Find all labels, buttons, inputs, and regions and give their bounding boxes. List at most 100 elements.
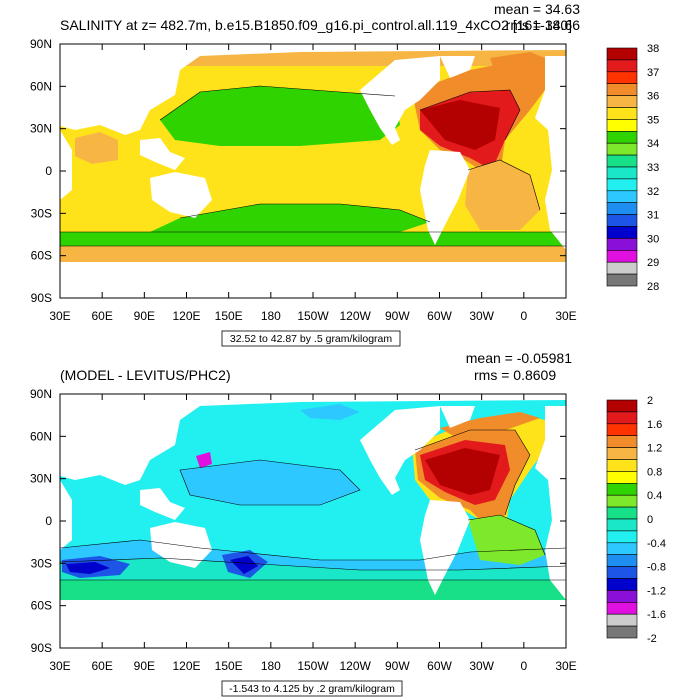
x-tick-label: 90W [385, 309, 410, 323]
colorbar-swatch [606, 238, 638, 251]
x-tick-label: 60W [427, 309, 452, 323]
colorbar-swatch [606, 447, 638, 460]
x-tick-label: 0 [520, 659, 527, 673]
colorbar-swatch [606, 435, 638, 448]
x-tick-label: 60E [91, 309, 112, 323]
x-tick-label: 90W [385, 659, 410, 673]
panel-1-info-text: 32.52 to 42.87 by .5 gram/kilogram [230, 333, 393, 345]
colorbar-swatch [606, 601, 638, 615]
colorbar-swatch [606, 518, 638, 532]
colorbar-swatch [606, 214, 638, 227]
x-tick-label: 150E [215, 659, 243, 673]
y-tick-label: 0 [45, 164, 52, 178]
panel-1-colorbar: 38 37 36 35 34 33 32 31 30 29 28 [606, 43, 659, 293]
colorbar-swatch [606, 166, 638, 180]
colorbar-swatch [606, 47, 638, 61]
y-tick-label: 90N [30, 387, 52, 401]
colorbar-label: -1.6 [647, 609, 666, 621]
colorbar-label: -2 [647, 633, 657, 645]
colorbar-swatch [606, 190, 638, 204]
y-tick-label: 60N [30, 79, 52, 93]
colorbar-swatch [606, 423, 638, 436]
x-tick-label: 150W [297, 309, 329, 323]
x-tick-label: 180 [261, 659, 281, 673]
panel-1-y-axis: 90N 60N 30N 0 30S 60S 90S [30, 37, 566, 305]
y-tick-label: 60N [30, 429, 52, 443]
colorbar-label: 28 [647, 281, 659, 293]
colorbar-swatch [606, 471, 638, 484]
panel-2-contours [60, 429, 566, 581]
panel-2-x-axis: 30E 60E 90E 120E 150E 180 150W 120W 90W 60W 30W 0 30… [49, 394, 577, 673]
x-tick-label: 60E [91, 659, 112, 673]
colorbar-label: 30 [647, 233, 659, 245]
colorbar-swatch [606, 459, 638, 472]
colorbar-label: 35 [647, 114, 659, 126]
panel-2-y-axis: 90N 60N 30N 0 30S 60S 90S [30, 387, 566, 655]
y-tick-label: 60S [31, 249, 52, 263]
x-tick-label: 90E [134, 659, 155, 673]
colorbar-swatch [606, 154, 638, 168]
y-tick-label: 60S [31, 599, 52, 613]
colorbar-label: 38 [647, 43, 659, 55]
panel-2-title: (MODEL - LEVITUS/PHC2) [60, 367, 231, 383]
colorbar-swatch [606, 119, 638, 132]
y-tick-label: 90N [30, 37, 52, 51]
x-tick-label: 30E [49, 659, 70, 673]
x-tick-label: 120E [172, 659, 200, 673]
colorbar-swatch [606, 71, 638, 85]
colorbar-swatch [606, 566, 638, 579]
colorbar-swatch [606, 578, 638, 591]
colorbar-swatch [606, 590, 638, 603]
colorbar-label: 31 [647, 210, 659, 222]
colorbar-swatch [606, 178, 638, 192]
panel-2: (MODEL - LEVITUS/PHC2) mean = -0.05981 r… [30, 350, 666, 697]
colorbar-swatch [606, 226, 638, 239]
colorbar-label: 0.8 [647, 466, 662, 478]
colorbar-label: 0 [647, 514, 653, 526]
colorbar-swatch [606, 83, 638, 96]
colorbar-swatch [606, 542, 638, 555]
colorbar-label: 1.6 [647, 419, 662, 431]
colorbar-swatch [606, 95, 638, 108]
colorbar-label: 2 [647, 395, 653, 407]
x-tick-label: 120W [339, 309, 371, 323]
x-tick-label: 0 [520, 309, 527, 323]
colorbar-swatch [606, 411, 638, 425]
colorbar-swatch [606, 554, 638, 567]
colorbar-label: 36 [647, 91, 659, 103]
x-tick-label: 30E [49, 309, 70, 323]
colorbar-label: 0.4 [647, 490, 662, 502]
colorbar-swatch [606, 506, 638, 520]
colorbar-label: 32 [647, 186, 659, 198]
x-tick-label: 30E [555, 659, 576, 673]
colorbar-label: 33 [647, 162, 659, 174]
x-tick-label: 150E [215, 309, 243, 323]
x-tick-label: 30W [469, 309, 494, 323]
panel-2-rms: rms = 0.8609 [474, 367, 556, 383]
y-tick-label: 0 [45, 514, 52, 528]
panel-1-map [60, 44, 566, 298]
y-tick-label: 30N [30, 122, 52, 136]
y-tick-label: 30S [31, 206, 52, 220]
colorbar-swatch [606, 273, 638, 287]
panel-1-rms: rms = 34.66 [506, 17, 581, 33]
y-tick-label: 30N [30, 472, 52, 486]
x-tick-label: 90E [134, 309, 155, 323]
panel-1-mean: mean = 34.63 [494, 1, 580, 17]
colorbar-swatch [606, 131, 638, 144]
x-tick-label: 30E [555, 309, 576, 323]
colorbar-swatch [606, 399, 638, 413]
colorbar-swatch [606, 494, 638, 508]
panel-1-title: SALINITY at z= 482.7m, b.e15.B1850.f09_g… [60, 17, 572, 33]
colorbar-swatch [606, 625, 638, 639]
panel-2-mean: mean = -0.05981 [466, 350, 572, 366]
colorbar-swatch [606, 250, 638, 263]
panel-2-map [60, 394, 566, 648]
x-tick-label: 120E [172, 309, 200, 323]
y-tick-label: 90S [31, 641, 52, 655]
panel-1-x-axis: 30E 60E 90E 120E 150E 180 150W 120W 90W 60W 30W 0 30… [49, 44, 577, 323]
x-tick-label: 150W [297, 659, 329, 673]
colorbar-swatch [606, 142, 638, 156]
colorbar-label: 34 [647, 138, 659, 150]
